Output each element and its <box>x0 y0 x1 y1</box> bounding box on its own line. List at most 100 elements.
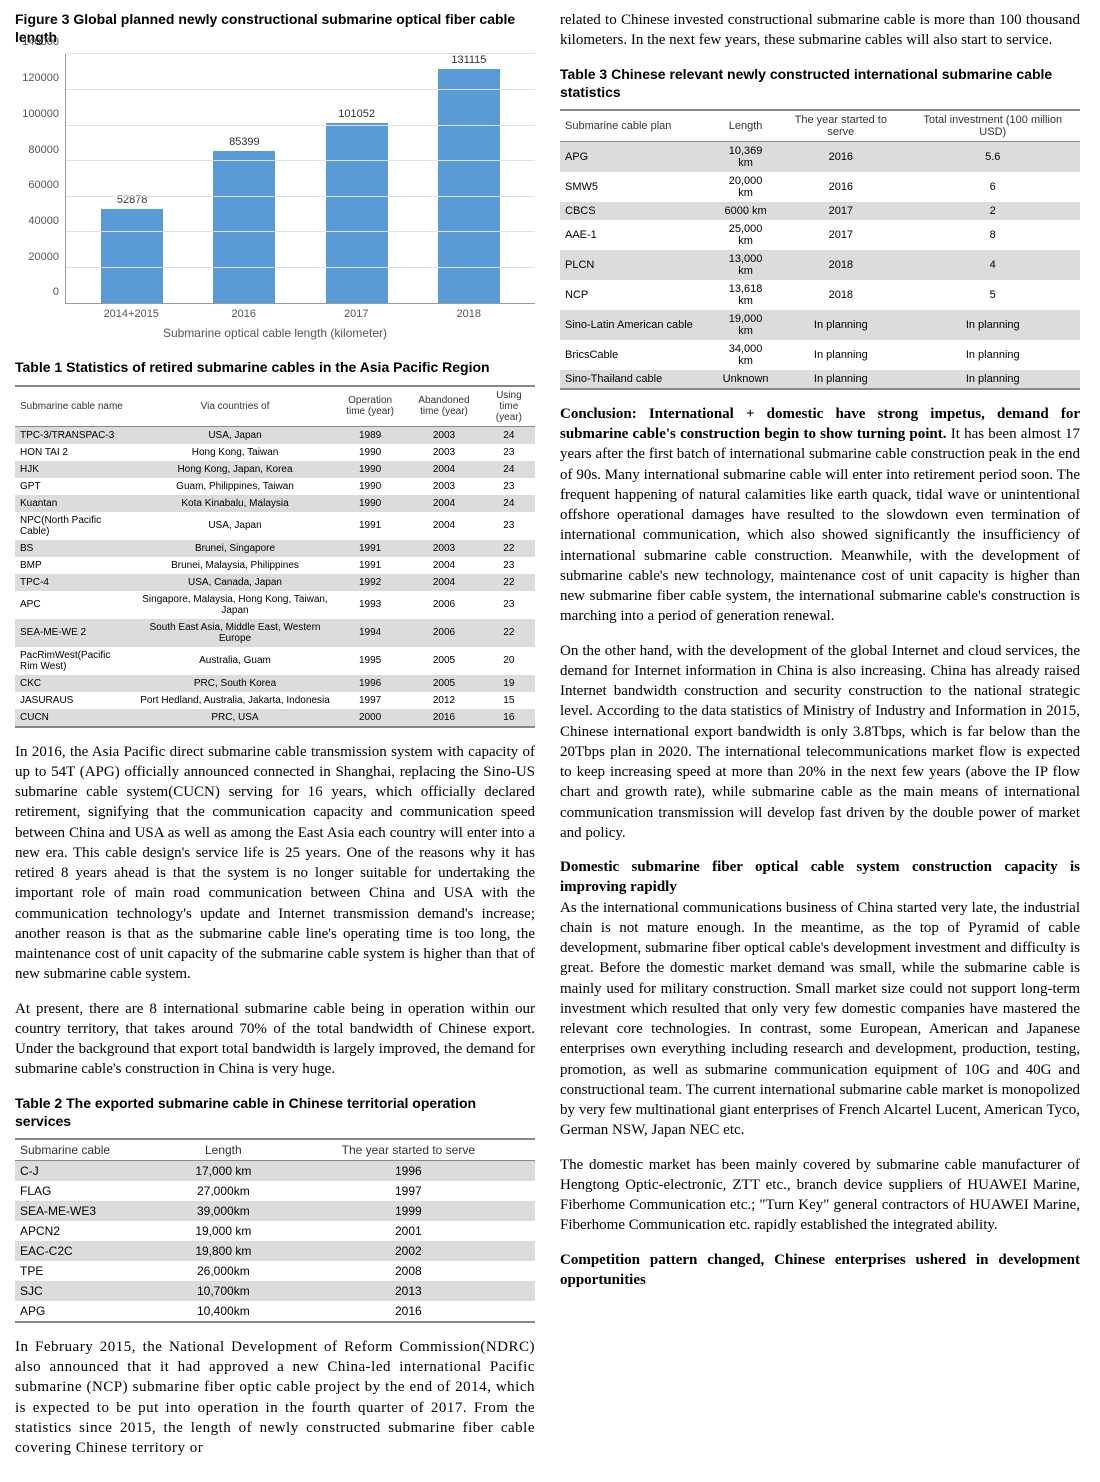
table-header: Submarine cable <box>15 1139 165 1161</box>
table-cell: APG <box>15 1301 165 1322</box>
table-cell: 2003 <box>405 444 482 461</box>
table-row: FLAG27,000km1997 <box>15 1181 535 1201</box>
table-cell: In planning <box>905 310 1080 340</box>
table-cell: 2001 <box>282 1221 535 1241</box>
table-row: AAE-125,000 km20178 <box>560 220 1080 250</box>
table-row: CUCNPRC, USA2000201616 <box>15 709 535 727</box>
y-tick: 100000 <box>22 108 59 120</box>
table-cell: USA, Canada, Japan <box>135 574 335 591</box>
table-cell: In planning <box>776 340 905 370</box>
table-cell: PRC, USA <box>135 709 335 727</box>
table-cell: APG <box>560 141 715 172</box>
domestic-p2: The domestic market has been mainly cove… <box>560 1155 1080 1236</box>
table-row: APCN219,000 km2001 <box>15 1221 535 1241</box>
x-tick: 2014+2015 <box>91 308 171 320</box>
table-cell: 2017 <box>776 202 905 220</box>
table-cell: In planning <box>905 340 1080 370</box>
table-cell: 1990 <box>335 478 405 495</box>
table-cell: 1991 <box>335 557 405 574</box>
table-row: PacRimWest(Pacific Rim West)Australia, G… <box>15 647 535 675</box>
x-tick: 2018 <box>429 308 509 320</box>
table-header: Abandoned time (year) <box>405 386 482 427</box>
table-header: The year started to serve <box>776 110 905 142</box>
table-cell: 1992 <box>335 574 405 591</box>
table-cell: 6000 km <box>715 202 776 220</box>
table-cell: 5 <box>905 280 1080 310</box>
domestic-heading: Domestic submarine fiber optical cable s… <box>560 859 1080 895</box>
table-row: NPC(North Pacific Cable)USA, Japan199120… <box>15 512 535 540</box>
table-header: Using time (year) <box>483 386 535 427</box>
table-header: Total investment (100 million USD) <box>905 110 1080 142</box>
table-cell: 1999 <box>282 1201 535 1221</box>
table-cell: PacRimWest(Pacific Rim West) <box>15 647 135 675</box>
table-row: BMPBrunei, Malaysia, Philippines19912004… <box>15 557 535 574</box>
table-row: NCP13,618 km20185 <box>560 280 1080 310</box>
table-row: PLCN13,000 km20184 <box>560 250 1080 280</box>
bar-value-label: 101052 <box>338 108 375 120</box>
table-cell: Singapore, Malaysia, Hong Kong, Taiwan, … <box>135 591 335 619</box>
table-cell: 19,800 km <box>165 1241 282 1261</box>
table-cell: 22 <box>483 574 535 591</box>
table-cell: 10,700km <box>165 1281 282 1301</box>
table-cell: 24 <box>483 461 535 478</box>
table-cell: APC <box>15 591 135 619</box>
table-cell: 2003 <box>405 478 482 495</box>
table-cell: 2004 <box>405 495 482 512</box>
table-cell: 26,000km <box>165 1261 282 1281</box>
table-cell: 1991 <box>335 540 405 557</box>
bar-value-label: 85399 <box>229 136 260 148</box>
bar-value-label: 131115 <box>451 54 486 66</box>
table-cell: 20 <box>483 647 535 675</box>
table-row: CKCPRC, South Korea1996200519 <box>15 675 535 692</box>
paragraph-2: At present, there are 8 international su… <box>15 999 535 1080</box>
table-header: Submarine cable name <box>15 386 135 427</box>
left-column: Figure 3 Global planned newly constructi… <box>15 10 535 1472</box>
table-cell: 2008 <box>282 1261 535 1281</box>
y-tick: 40000 <box>28 215 59 227</box>
y-tick: 140000 <box>22 36 59 48</box>
table-cell: SEA-ME-WE 2 <box>15 619 135 647</box>
table-cell: 2012 <box>405 692 482 709</box>
table-row: CBCS6000 km20172 <box>560 202 1080 220</box>
table-cell: 10,400km <box>165 1301 282 1322</box>
table-cell: FLAG <box>15 1181 165 1201</box>
table-cell: 1990 <box>335 461 405 478</box>
table-cell: 2013 <box>282 1281 535 1301</box>
table-cell: EAC-C2C <box>15 1241 165 1261</box>
table-cell: 2002 <box>282 1241 535 1261</box>
table-row: TPE26,000km2008 <box>15 1261 535 1281</box>
table-cell: C-J <box>15 1160 165 1181</box>
table-cell: JASURAUS <box>15 692 135 709</box>
table1-caption: Table 1 Statistics of retired submarine … <box>15 358 535 376</box>
table-cell: PLCN <box>560 250 715 280</box>
table-cell: NPC(North Pacific Cable) <box>15 512 135 540</box>
table-row: BricsCable34,000 kmIn planningIn plannin… <box>560 340 1080 370</box>
table-row: HON TAI 2Hong Kong, Taiwan1990200323 <box>15 444 535 461</box>
table-cell: 13,000 km <box>715 250 776 280</box>
table-cell: Unknown <box>715 370 776 389</box>
competition-heading: Competition pattern changed, Chinese ent… <box>560 1250 1080 1291</box>
table-cell: 27,000km <box>165 1181 282 1201</box>
table-cell: In planning <box>776 310 905 340</box>
table-header: The year started to serve <box>282 1139 535 1161</box>
table-row: SEA-ME-WE339,000km1999 <box>15 1201 535 1221</box>
table-cell: CUCN <box>15 709 135 727</box>
table2: Submarine cableLengthThe year started to… <box>15 1138 535 1323</box>
table-cell: SJC <box>15 1281 165 1301</box>
table-cell: 2004 <box>405 461 482 478</box>
table-row: SEA-ME-WE 2South East Asia, Middle East,… <box>15 619 535 647</box>
table-header: Length <box>715 110 776 142</box>
table-cell: 24 <box>483 495 535 512</box>
table3-caption: Table 3 Chinese relevant newly construct… <box>560 65 1080 101</box>
table-cell: AAE-1 <box>560 220 715 250</box>
table-cell: 23 <box>483 557 535 574</box>
table-cell: 2003 <box>405 426 482 444</box>
conclusion-p1: Conclusion: International + domestic hav… <box>560 404 1080 627</box>
table-row: HJKHong Kong, Japan, Korea1990200424 <box>15 461 535 478</box>
table-row: TPC-4USA, Canada, Japan1992200422 <box>15 574 535 591</box>
table-cell: 19 <box>483 675 535 692</box>
table-header: Length <box>165 1139 282 1161</box>
table-row: EAC-C2C19,800 km2002 <box>15 1241 535 1261</box>
table-cell: HON TAI 2 <box>15 444 135 461</box>
table-row: SJC10,700km2013 <box>15 1281 535 1301</box>
